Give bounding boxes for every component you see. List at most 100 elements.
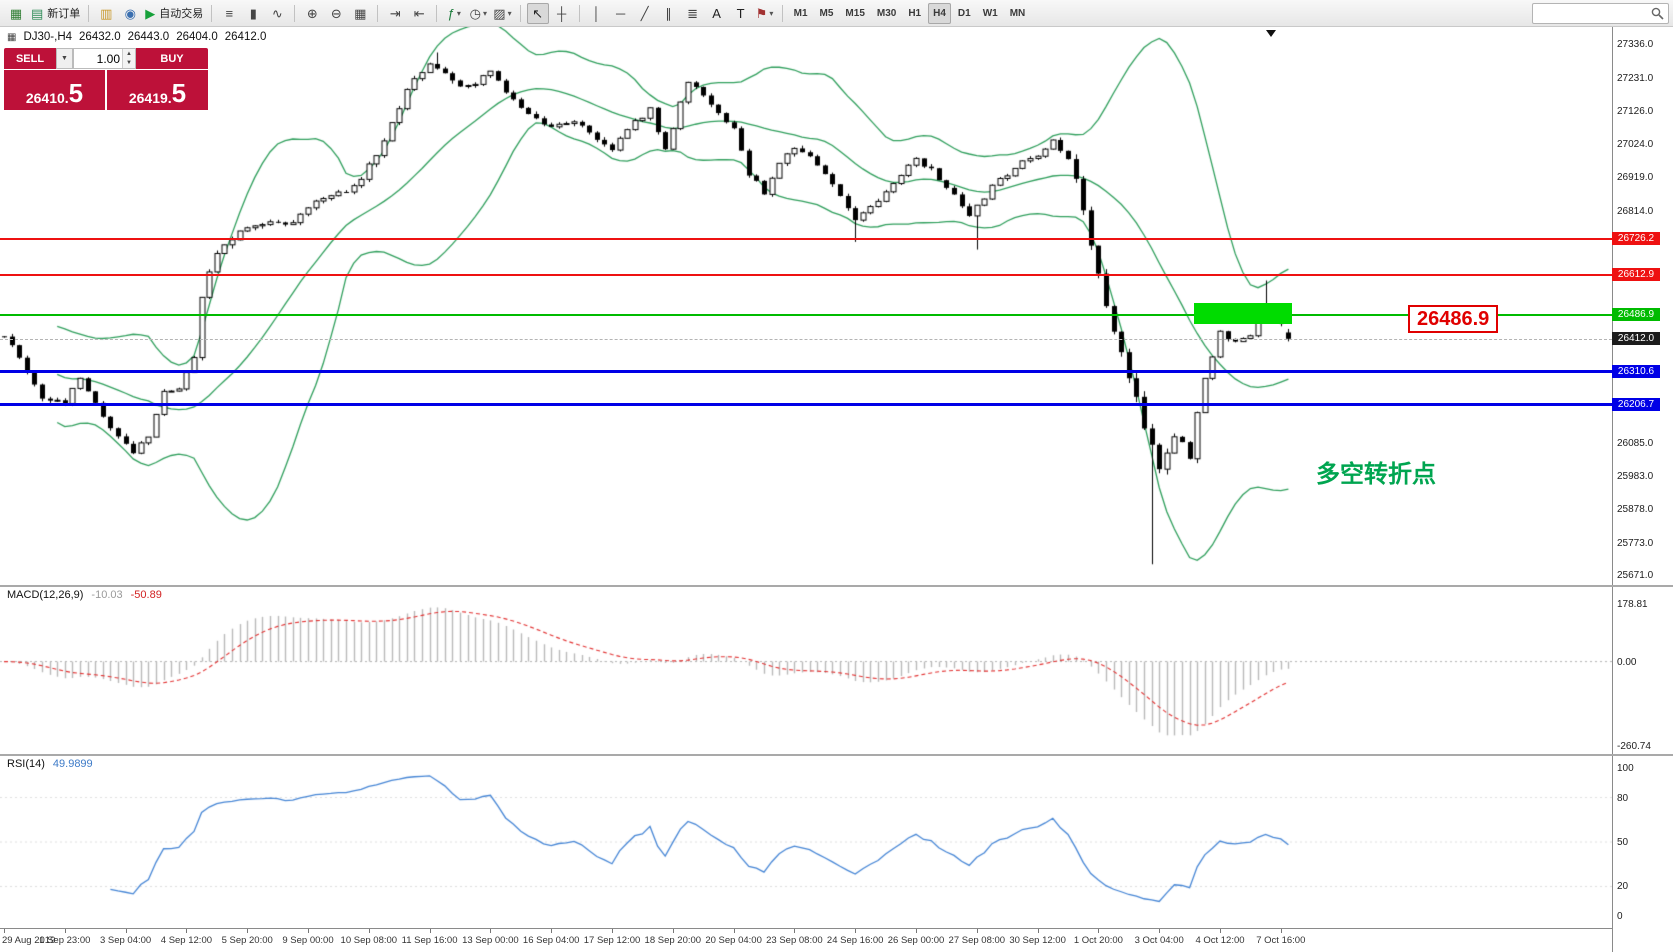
price-callout-label[interactable]: 26486.9 (1408, 305, 1499, 333)
time-axis-tick (1098, 929, 1100, 933)
time-axis-tick (368, 929, 370, 933)
bar-chart-button[interactable]: ≡ (218, 3, 240, 24)
timeframe-w1-button[interactable]: W1 (982, 7, 998, 19)
timeframe-d1-button[interactable]: D1 (957, 7, 971, 19)
close-value: 26412.0 (224, 31, 267, 43)
sell-button[interactable]: SELL (4, 48, 56, 69)
line-chart-button[interactable]: ∿ (266, 3, 288, 24)
panel-divider[interactable] (0, 585, 1673, 587)
timeframe-h4-button[interactable]: H4 (928, 2, 951, 24)
volume-decrease-button[interactable]: ▼ (123, 58, 135, 68)
timeframe-mn-button[interactable]: MN (1009, 7, 1026, 19)
highlight-rectangle-object[interactable] (1194, 303, 1293, 325)
data-window-button[interactable]: ◉ (119, 3, 141, 24)
chart-icon: ▦ (7, 31, 17, 43)
annotation-text-object[interactable]: 多空转折点 (1316, 461, 1436, 488)
sell-price-button[interactable]: 26410. 5 (4, 70, 105, 110)
time-axis[interactable]: 29 Aug 2019 1 Sep 23:00 3 Sep 04:00 4 Sep 1… (0, 928, 1612, 952)
rsi-axis-label: 100 (1617, 762, 1634, 774)
time-axis-tick (855, 929, 857, 933)
time-axis-tick (672, 929, 674, 933)
fibonacci-button[interactable]: ≣ (682, 3, 704, 24)
cursor-button[interactable]: ↖ (526, 2, 549, 24)
low-value: 26404.0 (176, 31, 218, 43)
price-axis-label: 26814.0 (1617, 205, 1654, 217)
oct-settings-dropdown[interactable]: ▼ (56, 48, 73, 69)
tile-windows-button[interactable]: ▦ (349, 3, 371, 24)
rsi-panel-canvas[interactable] (0, 756, 1612, 928)
text-button[interactable]: A (706, 3, 728, 24)
timeframe-m30-button[interactable]: M30 (876, 7, 897, 19)
time-axis-tick (308, 929, 309, 933)
time-axis-label: 9 Sep 00:00 (282, 935, 334, 946)
vertical-line-icon: │ (592, 5, 601, 21)
time-axis-label: 1 Sep 23:00 (39, 935, 91, 946)
horizontal-line-icon: ─ (616, 5, 626, 21)
trendline-button[interactable]: ╱ (634, 3, 656, 24)
time-axis-label: 13 Sep 00:00 (462, 935, 519, 946)
panel-divider[interactable] (0, 754, 1673, 756)
horizontal-line-object[interactable] (0, 369, 1612, 373)
zoom-out-button[interactable]: ⊖ (325, 3, 347, 24)
horizontal-line-button[interactable]: ─ (610, 3, 632, 24)
shapes-button[interactable]: ⚑ ▾ (754, 3, 776, 24)
timeframe-m1-button[interactable]: M1 (793, 7, 808, 19)
autotrading-button[interactable]: ▶ 自动交易 (143, 3, 205, 24)
timeframe-h1-button[interactable]: H1 (908, 7, 922, 19)
search-icon[interactable] (1651, 7, 1664, 20)
horizontal-line-object[interactable] (0, 313, 1612, 316)
time-axis-tick (1280, 929, 1282, 933)
profiles-icon: ▥ (100, 5, 113, 21)
toolbar-separator (781, 4, 783, 22)
price-line-label: 26726.2 (1612, 232, 1660, 246)
price-axis-label: 27126.0 (1617, 106, 1654, 118)
profiles-button[interactable]: ▥ (95, 3, 117, 24)
timeframe-m15-button[interactable]: M15 (845, 7, 865, 19)
candlestick-chart-button[interactable]: ▮ (242, 3, 264, 24)
time-axis-tick (794, 929, 796, 933)
horizontal-line-object[interactable] (0, 237, 1612, 240)
time-axis-tick (1220, 929, 1221, 933)
candlestick-chart-icon: ▮ (249, 5, 257, 21)
vertical-line-button[interactable]: │ (586, 3, 608, 24)
macd-panel-canvas[interactable] (0, 587, 1612, 754)
main-toolbar: ▦ ▤ 新订单 ▥ ◉ ▶ 自动交易 ≡ ▮ ∿ ⊕ ⊖ ▦ ⇥ ⇤ ƒ ▾ ◷ ▾ ▨ ▾ ↖ ┼ │ ─ ╱ ∥ ≣ A T ⚑ ▾ M1 M… (0, 0, 1673, 27)
periods-button[interactable]: ◷ ▾ (467, 3, 489, 24)
time-axis-label: 11 Sep 16:00 (401, 935, 458, 946)
tile-windows-icon: ▦ (354, 5, 367, 21)
chart-shift-button[interactable]: ⇤ (408, 3, 430, 24)
search-input[interactable] (1537, 4, 1651, 22)
price-axis[interactable] (1612, 27, 1673, 952)
price-axis-label: 25983.0 (1617, 470, 1654, 482)
autotrading-icon: ▶ (145, 5, 156, 21)
time-axis-label: 27 Sep 08:00 (948, 935, 1006, 946)
new-order-button[interactable]: ▤ 新订单 (29, 3, 82, 24)
crosshair-button[interactable]: ┼ (551, 3, 573, 24)
new-chart-button[interactable]: ▦ (5, 3, 27, 24)
text-label-button[interactable]: T (730, 3, 752, 24)
volume-input[interactable] (74, 49, 122, 68)
price-chart-canvas[interactable] (0, 27, 1612, 585)
volume-increase-button[interactable]: ▲ (123, 49, 135, 59)
timeframe-m5-button[interactable]: M5 (819, 7, 834, 19)
buy-button[interactable]: BUY (136, 48, 208, 69)
current-price-line (0, 338, 1612, 340)
time-axis-label: 18 Sep 20:00 (644, 935, 702, 946)
channel-button[interactable]: ∥ (658, 3, 680, 24)
cursor-icon: ↖ (532, 5, 544, 21)
time-axis-label: 24 Sep 16:00 (826, 935, 884, 946)
zoom-in-button[interactable]: ⊕ (301, 3, 323, 24)
buy-price-button[interactable]: 26419. 5 (107, 70, 208, 110)
indicators-button[interactable]: ƒ ▾ (443, 3, 465, 24)
auto-scroll-button[interactable]: ⇥ (384, 3, 406, 24)
volume-spinner: ▲ ▼ (122, 49, 135, 68)
templates-button[interactable]: ▨ ▾ (491, 3, 513, 24)
time-axis-label: 29 Aug 2019 (2, 935, 56, 946)
chart-shift-marker[interactable] (1266, 30, 1276, 37)
price-axis-label: 25671.0 (1617, 570, 1654, 582)
horizontal-line-object[interactable] (0, 402, 1612, 406)
rsi-axis-label: 0 (1617, 911, 1623, 923)
caret-down-icon: ▾ (507, 8, 512, 18)
price-axis-label: 25773.0 (1617, 537, 1654, 549)
horizontal-line-object[interactable] (0, 273, 1612, 276)
